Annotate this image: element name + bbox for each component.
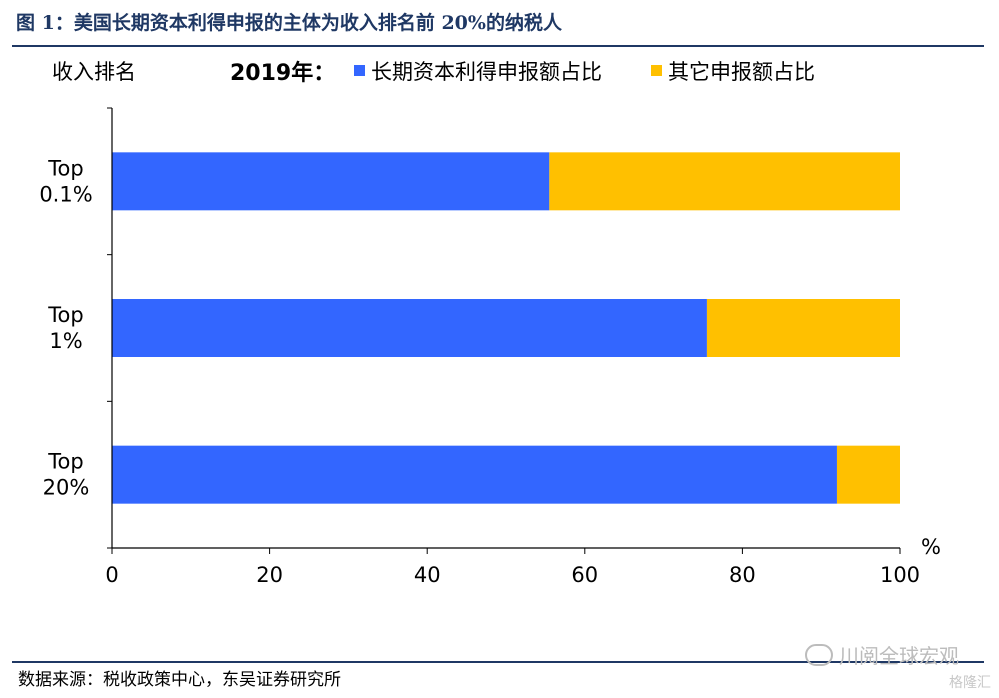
category-label-line: 20% xyxy=(43,476,90,500)
watermark-secondary: 格隆汇 xyxy=(949,675,991,691)
legend-label-1: 长期资本利得申报额占比 xyxy=(371,60,602,84)
bar-capital-gains-2 xyxy=(112,299,707,357)
category-label-line: Top xyxy=(47,450,83,474)
x-tick-labels: 0 20 40 60 80 100 xyxy=(105,563,920,587)
x-unit-label: % xyxy=(921,535,941,559)
category-axis-header: 收入排名 xyxy=(52,60,136,84)
source-note: 数据来源：税收政策中心，东吴证券研究所 xyxy=(18,670,341,690)
x-tick-label-60: 60 xyxy=(571,563,598,587)
category-label-line: 1% xyxy=(49,329,82,353)
axes xyxy=(107,107,901,554)
bars xyxy=(112,152,900,504)
watermark: 川阅全球宏观 xyxy=(805,640,959,669)
legend-swatch-1 xyxy=(354,65,365,76)
category-label-2: Top 1% xyxy=(47,303,83,353)
category-label-3: Top 20% xyxy=(43,450,90,500)
category-labels: Top 0.1%Top 1%Top 20% xyxy=(39,156,92,499)
wechat-icon xyxy=(805,643,833,666)
bar-capital-gains-3 xyxy=(112,445,837,504)
watermark-text: 川阅全球宏观 xyxy=(839,644,959,668)
title-rule xyxy=(12,45,984,47)
category-label-1: Top 0.1% xyxy=(39,156,92,206)
category-label-line: Top xyxy=(47,156,83,180)
legend-label-2: 其它申报额占比 xyxy=(668,60,815,84)
stacked-bar-chart: 收入排名 2019年： 长期资本利得申报额占比 其它申报额占比 Top 0.1%To… xyxy=(39,60,941,587)
x-tick-label-20: 20 xyxy=(256,563,283,587)
legend-swatch-2 xyxy=(651,65,662,76)
category-label-line: Top xyxy=(47,303,83,327)
source-rule xyxy=(12,661,984,663)
x-tick-label-100: 100 xyxy=(880,563,920,587)
legend: 长期资本利得申报额占比 其它申报额占比 xyxy=(354,60,815,84)
x-tick-label-40: 40 xyxy=(414,563,441,587)
x-tick-label-0: 0 xyxy=(105,563,118,587)
year-label: 2019年： xyxy=(230,60,335,86)
bar-other-2 xyxy=(706,299,900,357)
bar-other-3 xyxy=(836,445,900,504)
x-tick-label-80: 80 xyxy=(729,563,756,587)
bar-capital-gains-1 xyxy=(112,152,550,211)
category-label-line: 0.1% xyxy=(39,182,92,206)
bar-other-1 xyxy=(549,152,900,211)
figure-title: 图 1：美国长期资本利得申报的主体为收入排名前 20%的纳税人 xyxy=(16,12,562,34)
